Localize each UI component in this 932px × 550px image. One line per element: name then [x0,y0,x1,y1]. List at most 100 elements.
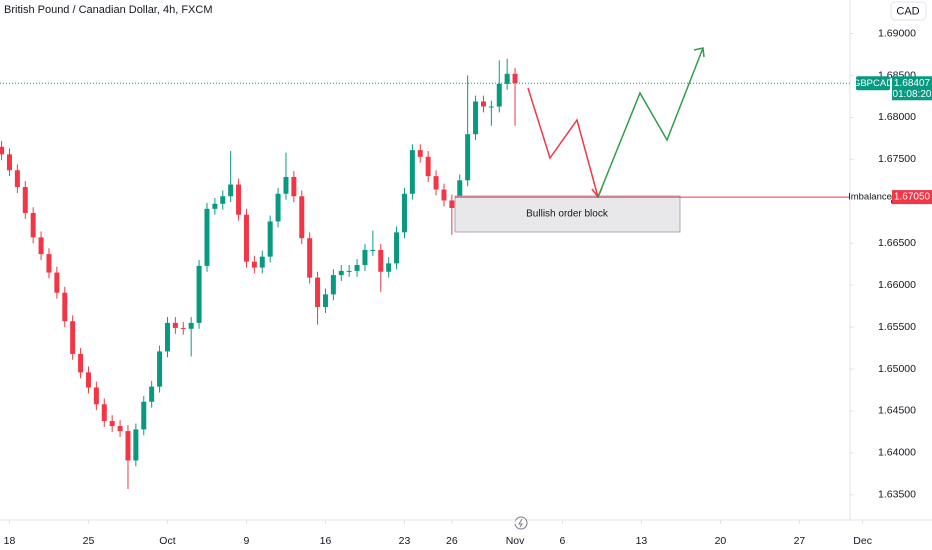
x-tick-label: 6 [560,535,566,547]
candle-body [315,277,321,307]
candle-body [164,322,170,352]
candle-body [180,327,186,329]
candle-body [54,272,60,293]
candle-body [228,184,234,197]
candle-body [14,170,20,188]
candle-body [496,83,502,107]
candle-body [512,73,518,84]
x-tick-label: Dec [853,535,872,547]
candle-body [504,73,510,84]
x-tick-label: 25 [83,535,95,547]
candle-body [473,101,479,135]
order-block-zone [454,195,681,233]
candle-body [362,249,368,266]
replay-icon[interactable] [514,516,528,530]
candle-body [330,275,336,295]
candle-body [441,189,447,201]
candle-body [212,203,218,209]
candle-body [22,187,28,214]
x-tick-label: Nov [506,535,525,547]
candle-body [480,101,486,107]
y-tick-label: 1.66500 [878,237,916,249]
candle-body [291,176,297,197]
candle-body [275,193,281,222]
candle-body [394,232,400,264]
x-tick-label: 20 [715,535,727,547]
candle-body [149,386,155,402]
candle-body [172,322,178,328]
y-tick-label: 1.68000 [878,111,916,123]
candle-body [354,265,360,271]
x-tick-label: 9 [244,535,250,547]
candle-body [157,351,163,387]
candle-body [488,106,494,108]
symbol-label: GBPCAD [853,78,893,89]
candle-body [236,184,242,215]
chart-title: British Pound / Canadian Dollar, 4h, FXC… [4,4,213,16]
candle-body [346,270,352,272]
candle-body [196,265,202,323]
price-label: 1.68407 [894,78,931,89]
candle-body [204,208,210,266]
y-tick-label: 1.65000 [878,363,916,375]
candle-body [78,353,84,373]
imbalance-tag-bg [851,190,891,205]
candle-body [370,249,376,251]
candle-body [433,176,439,190]
y-tick-label: 1.66000 [878,279,916,291]
currency-button[interactable] [890,1,927,21]
y-tick-label: 1.69000 [878,27,916,39]
candle-body [38,237,44,255]
y-tick-label: 1.64500 [878,405,916,417]
price-box [892,76,932,101]
y-tick-label: 1.65500 [878,321,916,333]
x-tick-label: 16 [320,535,332,547]
icon-circle [514,516,528,530]
candle-body [449,200,455,208]
candle-body [101,404,107,422]
candle-body [378,249,384,272]
candles [0,58,518,489]
candle-body [188,322,194,329]
candle-body [85,372,91,388]
imbalance-price: 1.67050 [894,192,931,203]
projection-down [527,87,599,198]
imbalance-label: Imbalance [848,192,892,203]
x-tick-label: 18 [4,535,16,547]
icon-bolt [518,518,523,528]
x-tick-label: 26 [446,535,458,547]
candle-body [417,150,423,157]
x-tick-label: 23 [399,535,411,547]
candle-body [30,213,36,238]
arrow-head [693,47,705,58]
projection-up [597,47,704,198]
candle-body [125,431,131,461]
candle-body [386,263,392,272]
imbalance-price-box [892,190,932,205]
candle-body [299,196,305,239]
candle-body [46,254,52,273]
candle-body [93,387,99,405]
candle-body [267,221,273,257]
y-tick-label: 1.67500 [878,153,916,165]
currency-label: CAD [896,5,919,17]
order-block-label: Bullish order block [526,209,609,220]
candle-body [6,154,12,171]
candle-body [283,176,289,194]
y-tick-label: 1.64000 [878,447,916,459]
candle-body [409,150,415,194]
symbol-box [856,76,890,91]
candle-body [109,421,115,427]
candle-body [133,429,139,461]
candle-body [70,321,76,354]
candle-body [425,156,431,177]
candle-body [338,270,344,276]
countdown-label: 01:08:20 [893,89,932,100]
candle-body [117,426,123,432]
candle-body [0,146,5,155]
candle-body [307,238,313,278]
candle-body [251,261,257,268]
x-tick-label: 13 [636,535,648,547]
candle-body [401,193,407,233]
